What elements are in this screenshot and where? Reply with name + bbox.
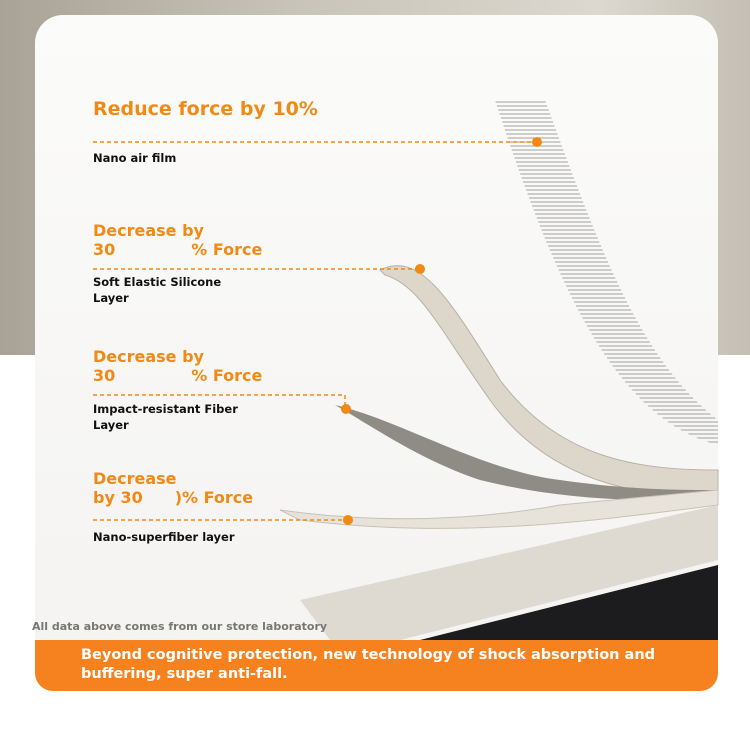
heading-value: 30	[93, 240, 116, 259]
heading-line1: Decrease by	[93, 221, 204, 240]
label-line1: Soft Elastic Silicone	[93, 275, 222, 289]
leader-lines	[93, 141, 535, 521]
heading-value: by 30	[93, 488, 143, 507]
layer1-label: Nano air film	[93, 151, 177, 165]
label-line2: Layer	[93, 418, 129, 432]
screen-edge	[300, 505, 718, 640]
phone-screen	[420, 565, 718, 640]
layer2-heading: Decrease by 30 % Force	[93, 221, 262, 259]
layer2-label: Soft Elastic Silicone Layer	[93, 274, 221, 306]
marker-dot-1	[532, 137, 542, 147]
marker-dot-3	[341, 404, 351, 414]
marker-dots	[341, 137, 542, 525]
layer1-heading: Reduce force by 10%	[93, 98, 318, 120]
layer4-label: Nano-superfiber layer	[93, 530, 235, 544]
footnote: All data above comes from our store labo…	[32, 620, 328, 633]
heading-suffix: % Force	[191, 366, 263, 385]
heading-value: 30	[93, 366, 116, 385]
heading-line1: Decrease	[93, 469, 177, 488]
marker-dot-2	[415, 264, 425, 274]
marker-dot-4	[343, 515, 353, 525]
layer3-label: Impact-resistant Fiber Layer	[93, 401, 238, 433]
layer4-heading: Decrease by 30 )% Force	[93, 469, 253, 507]
nano-air-film-mesh	[495, 100, 718, 445]
fiber-layer	[335, 405, 718, 501]
label-line1: Impact-resistant Fiber	[93, 402, 238, 416]
heading-line1: Decrease by	[93, 347, 204, 366]
bottom-banner: Beyond cognitive protection, new technol…	[35, 640, 718, 691]
heading-suffix: % Force	[191, 240, 263, 259]
silicone-layer	[379, 265, 719, 497]
label-line2: Layer	[93, 291, 129, 305]
layer3-heading: Decrease by 30 % Force	[93, 347, 262, 385]
superfiber-layer	[279, 489, 719, 529]
heading-suffix: )% Force	[174, 488, 254, 507]
